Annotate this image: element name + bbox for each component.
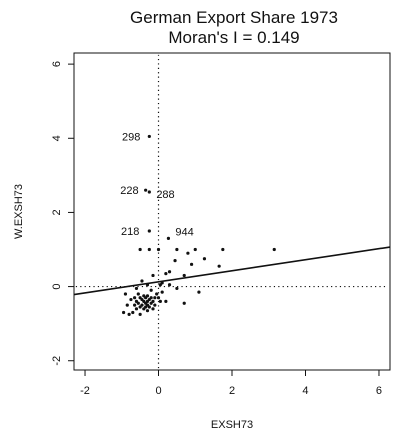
point-annotations: 298 228 288 218 944 [120,131,194,238]
point-annotation: 944 [175,226,193,238]
data-point [217,264,221,268]
data-point [142,307,146,311]
data-point [151,273,155,278]
data-point [202,257,207,261]
y-tick-label: 6 [51,61,63,67]
data-point [158,299,162,304]
data-point [134,307,139,311]
point-annotation: 218 [121,226,139,238]
data-point [147,190,151,194]
point-annotation: 228 [120,185,138,197]
data-point [149,301,153,305]
y-tick-label: -2 [51,356,63,366]
x-axis-ticks: -2 0 2 4 6 [80,370,382,397]
data-point [131,310,135,315]
data-point [186,251,190,255]
data-point [127,312,131,316]
data-point [153,296,157,300]
data-point [123,292,128,296]
data-point [147,305,151,309]
data-point [144,188,148,192]
reference-lines [75,54,389,369]
x-tick-label: 4 [302,385,308,397]
data-point [164,272,168,276]
data-point [129,297,133,302]
point-annotation: 298 [122,131,140,143]
data-point [140,279,144,283]
data-point [149,288,153,292]
data-point [272,247,276,252]
data-point [155,292,159,296]
chart-subtitle: Moran's I = 0.149 [168,28,299,47]
data-point [138,305,142,309]
data-point [193,247,197,252]
x-tick-label: -2 [80,385,90,397]
data-point [147,247,151,252]
data-point [182,273,186,278]
x-tick-label: 0 [155,385,161,397]
data-point [197,290,201,294]
y-tick-label: 0 [51,284,63,290]
data-point [167,270,172,274]
data-point [136,292,140,296]
data-point [164,299,168,304]
data-point [153,303,157,307]
data-point [136,301,140,305]
data-point [147,229,151,233]
data-point [156,296,161,300]
data-point [122,310,126,315]
data-point [173,259,177,263]
data-point [160,290,164,294]
data-point [144,296,148,300]
data-point [125,303,129,307]
point-annotation: 288 [156,189,174,201]
regression-line [73,246,391,296]
data-point [151,307,155,311]
data-point [175,286,179,291]
x-axis-label: EXSH73 [211,419,253,431]
y-axis-ticks: -2 0 2 4 6 [51,61,74,366]
y-tick-label: 4 [51,135,63,141]
x-tick-label: 2 [229,385,235,397]
data-point [138,312,142,316]
data-point [175,247,179,252]
data-point [221,247,225,252]
y-tick-label: 2 [51,209,63,215]
data-point [167,283,172,287]
chart-title: German Export Share 1973 [130,8,338,27]
data-point [145,309,150,313]
data-point [158,283,162,287]
data-point [182,301,186,305]
data-point [133,303,137,307]
data-points [122,134,276,316]
data-point [133,296,137,300]
data-point [189,262,194,266]
y-axis-label: W.EXSH73 [13,184,25,239]
data-point [134,286,139,291]
plot-frame [73,52,391,371]
data-point [166,236,171,240]
x-tick-label: 6 [376,385,382,397]
data-point [147,134,151,139]
data-point [138,247,142,252]
data-point [156,247,161,252]
